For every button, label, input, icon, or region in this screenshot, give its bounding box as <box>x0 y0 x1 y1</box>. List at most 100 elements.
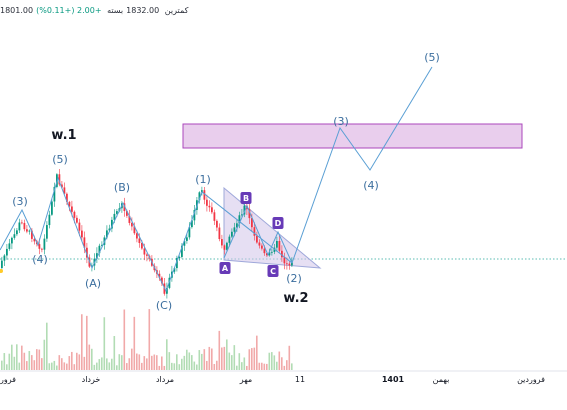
candle-body <box>53 186 56 202</box>
abcd-badge-bg <box>267 265 279 277</box>
wave-path-abcd[interactable] <box>223 204 293 264</box>
volume-bar <box>223 346 226 370</box>
volume-bar <box>1 360 3 370</box>
volume-bar <box>98 359 101 370</box>
volume-bar <box>128 358 131 370</box>
candle-body <box>96 253 98 259</box>
volume-bar <box>71 351 73 370</box>
volume-bar <box>133 316 136 370</box>
candle-body <box>276 240 278 248</box>
wave-path-primary[interactable] <box>0 176 293 293</box>
triangle-pattern[interactable] <box>223 186 322 269</box>
candle-body <box>141 243 143 249</box>
volume-bar <box>66 363 68 370</box>
volume-bar <box>163 365 166 370</box>
volume-bar <box>33 360 36 370</box>
wave-label: (B) <box>114 181 130 194</box>
volume-bar <box>191 355 193 370</box>
volume-bar <box>83 356 86 370</box>
wave-label: (3) <box>12 195 28 208</box>
volume-bar <box>153 354 156 370</box>
volume-bar <box>196 364 198 370</box>
volume-bar <box>68 356 71 370</box>
candle-body <box>71 206 73 212</box>
time-axis-label: 1401 <box>382 375 405 384</box>
volume-bar <box>241 362 243 370</box>
candle-body <box>178 256 181 259</box>
abcd-badge-bg <box>219 262 231 274</box>
candle-body <box>291 262 293 266</box>
volume-bar <box>181 358 183 370</box>
volume-bar <box>86 315 88 370</box>
volume-bar <box>51 362 53 370</box>
wave-label: (1) <box>195 173 211 186</box>
volume-bar <box>261 362 263 370</box>
candle-body <box>91 265 93 267</box>
candle-body <box>33 238 36 242</box>
candle-body <box>231 231 233 237</box>
wave-label: (3) <box>333 115 349 128</box>
volume-bar <box>206 360 208 370</box>
volume-bar <box>148 309 151 370</box>
candle-body <box>123 203 126 212</box>
volume-bar <box>188 352 191 370</box>
volume-bar <box>243 357 246 370</box>
candle-body <box>138 238 141 244</box>
candle-body <box>58 174 61 185</box>
candle-body <box>288 263 291 266</box>
candle-body <box>191 220 193 228</box>
volume-bar <box>123 309 126 370</box>
candle-body <box>131 222 133 227</box>
abcd-badge-bg <box>240 192 252 204</box>
volume-bar <box>251 348 253 370</box>
volume-bar <box>48 363 51 370</box>
candle-body <box>236 223 238 228</box>
volume-bar <box>183 355 186 370</box>
candle-body <box>81 230 83 238</box>
volume-bar <box>93 364 96 370</box>
candle-body <box>261 245 263 249</box>
candle-body <box>226 242 228 250</box>
candle-body <box>41 248 43 250</box>
candle-body <box>133 226 136 234</box>
abcd-badge-label: C <box>270 267 276 276</box>
volume-bar <box>76 352 78 370</box>
volume-bar <box>141 362 143 370</box>
legend-value-close: 1832.00 <box>126 6 160 15</box>
candle-body <box>278 240 281 251</box>
candle-body <box>126 211 128 216</box>
volume-bar <box>38 349 41 370</box>
volume-bar <box>41 358 43 370</box>
wave-path-projection[interactable] <box>291 66 433 264</box>
candle-body <box>13 234 16 238</box>
candle-body <box>1 260 3 268</box>
candle-body <box>38 244 41 249</box>
target-zone[interactable] <box>182 123 523 149</box>
volume-bar <box>8 353 11 370</box>
candle-body <box>143 248 146 255</box>
candle-body <box>128 215 131 223</box>
volume-bar <box>248 349 251 370</box>
abcd-badge-bg <box>272 217 284 229</box>
candle-body <box>158 273 161 278</box>
candle-body <box>31 230 33 239</box>
volume-bar <box>161 356 163 370</box>
volume-bar <box>228 352 231 370</box>
candle-body <box>228 236 231 243</box>
volume-bar <box>213 363 216 370</box>
volume-bar <box>58 355 61 370</box>
candle-body <box>286 263 288 265</box>
candle-body <box>193 209 196 221</box>
candle-body <box>223 245 226 250</box>
volume-bar <box>208 346 211 370</box>
legend-label-close: بسته <box>107 6 124 15</box>
volume-bar <box>278 351 281 370</box>
legend-value-low: 1801.00 <box>0 6 34 15</box>
volume-bar <box>78 354 81 370</box>
volume-bar <box>88 344 91 370</box>
volume-bar <box>53 360 56 370</box>
volume-bar <box>258 362 261 370</box>
volume-bar <box>203 349 206 370</box>
